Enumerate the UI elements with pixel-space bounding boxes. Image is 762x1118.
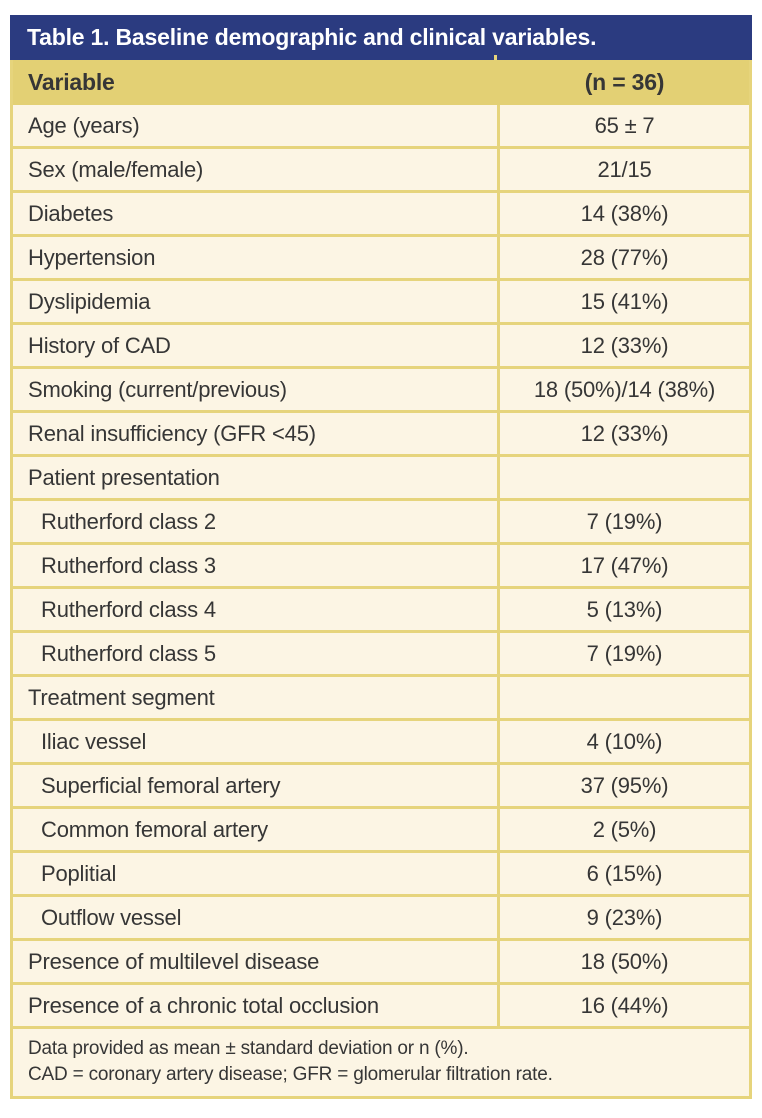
- row-label: Hypertension: [28, 245, 156, 270]
- row-label: Sex (male/female): [28, 157, 204, 182]
- row-value: 14 (38%): [497, 193, 749, 234]
- row-value: 7 (19%): [497, 501, 749, 542]
- table-row: Poplitial 6 (15%): [13, 850, 749, 894]
- table-row: Smoking (current/previous) 18 (50%)/14 (…: [13, 366, 749, 410]
- row-value: 18 (50%): [497, 941, 749, 982]
- row-value: 4 (10%): [497, 721, 749, 762]
- table-title: Table 1. Baseline demographic and clinic…: [27, 24, 597, 50]
- row-value: 6 (15%): [497, 853, 749, 894]
- table-row: Dyslipidemia 15 (41%): [13, 278, 749, 322]
- row-value: 18 (50%)/14 (38%): [497, 369, 749, 410]
- footnote-line-2: CAD = coronary artery disease; GFR = glo…: [28, 1064, 553, 1085]
- footnote-line-1: Data provided as mean ± standard deviati…: [28, 1038, 469, 1059]
- row-label: History of CAD: [28, 333, 171, 358]
- table-row: Common femoral artery 2 (5%): [13, 806, 749, 850]
- table-row: Rutherford class 5 7 (19%): [13, 630, 749, 674]
- row-value: 16 (44%): [497, 985, 749, 1026]
- row-label: Rutherford class 5: [41, 641, 216, 666]
- row-value: 28 (77%): [497, 237, 749, 278]
- row-label: Iliac vessel: [41, 729, 147, 754]
- row-label: Poplitial: [41, 861, 117, 886]
- row-label: Renal insufficiency (GFR <45): [28, 421, 316, 446]
- table-rows: Age (years) 65 ± 7 Sex (male/female) 21/…: [13, 105, 749, 1026]
- row-value: 15 (41%): [497, 281, 749, 322]
- row-value: 21/15: [497, 149, 749, 190]
- row-label: Superficial femoral artery: [41, 773, 281, 798]
- table-row: Sex (male/female) 21/15: [13, 146, 749, 190]
- row-value: [497, 457, 749, 498]
- row-label: Patient presentation: [28, 465, 220, 490]
- table-row: Outflow vessel 9 (23%): [13, 894, 749, 938]
- table-row: Rutherford class 4 5 (13%): [13, 586, 749, 630]
- row-value: 12 (33%): [497, 413, 749, 454]
- row-label: Diabetes: [28, 201, 114, 226]
- row-value: 5 (13%): [497, 589, 749, 630]
- row-label: Rutherford class 2: [41, 509, 216, 534]
- baseline-variables-table: Table 1. Baseline demographic and clinic…: [10, 15, 752, 1099]
- row-label: Age (years): [28, 113, 140, 138]
- table-row: Treatment segment: [13, 674, 749, 718]
- table-row: Superficial femoral artery 37 (95%): [13, 762, 749, 806]
- row-value: 17 (47%): [497, 545, 749, 586]
- row-value: 12 (33%): [497, 325, 749, 366]
- table-row: Iliac vessel 4 (10%): [13, 718, 749, 762]
- table-title-bar: Table 1. Baseline demographic and clinic…: [10, 15, 752, 60]
- table-row: Presence of multilevel disease 18 (50%): [13, 938, 749, 982]
- table-footnote: Data provided as mean ± standard deviati…: [13, 1026, 749, 1096]
- row-label: Presence of multilevel disease: [28, 949, 320, 974]
- column-divider-tick: [494, 55, 497, 60]
- column-header-variable: Variable: [28, 69, 115, 95]
- row-label: Dyslipidemia: [28, 289, 151, 314]
- row-value: [497, 677, 749, 718]
- table-row: Renal insufficiency (GFR <45) 12 (33%): [13, 410, 749, 454]
- row-label: Treatment segment: [28, 685, 215, 710]
- table-frame: Variable (n = 36) Age (years) 65 ± 7 Sex…: [10, 60, 752, 1099]
- table-row: Diabetes 14 (38%): [13, 190, 749, 234]
- table-header-row: Variable (n = 36): [13, 60, 749, 105]
- row-value: 65 ± 7: [497, 105, 749, 146]
- row-value: 37 (95%): [497, 765, 749, 806]
- table-row: Patient presentation: [13, 454, 749, 498]
- row-label: Smoking (current/previous): [28, 377, 287, 402]
- table-row: Hypertension 28 (77%): [13, 234, 749, 278]
- row-value: 9 (23%): [497, 897, 749, 938]
- row-label: Rutherford class 4: [41, 597, 216, 622]
- row-value: 2 (5%): [497, 809, 749, 850]
- table-row: Presence of a chronic total occlusion 16…: [13, 982, 749, 1026]
- table-row: History of CAD 12 (33%): [13, 322, 749, 366]
- row-label: Outflow vessel: [41, 905, 182, 930]
- row-label: Rutherford class 3: [41, 553, 216, 578]
- row-value: 7 (19%): [497, 633, 749, 674]
- table-row: Age (years) 65 ± 7: [13, 105, 749, 146]
- row-label: Common femoral artery: [41, 817, 268, 842]
- row-label: Presence of a chronic total occlusion: [28, 993, 379, 1018]
- table-row: Rutherford class 3 17 (47%): [13, 542, 749, 586]
- table-row: Rutherford class 2 7 (19%): [13, 498, 749, 542]
- column-header-n: (n = 36): [584, 69, 665, 95]
